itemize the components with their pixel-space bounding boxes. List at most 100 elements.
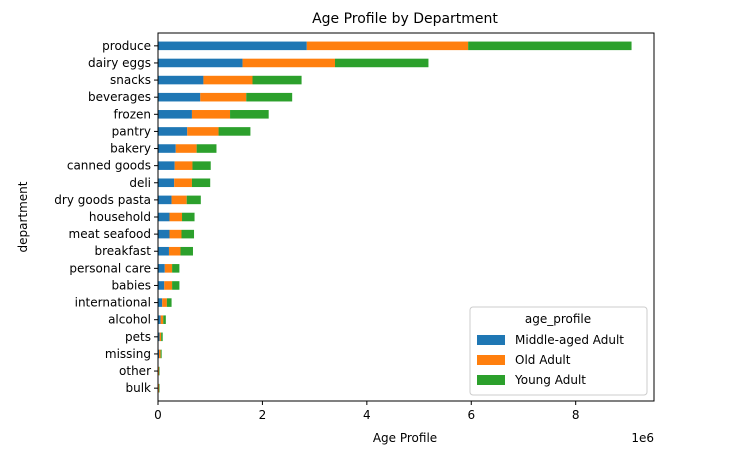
bar-beverages-series-0 [158, 92, 201, 102]
bar-alcohol-series-1 [160, 315, 164, 324]
bar-household-series-2 [182, 212, 195, 222]
legend-entry-label: Young Adult [514, 373, 586, 387]
bars-group [158, 41, 632, 393]
bar-household-series-0 [158, 212, 170, 222]
bar-alcohol-series-2 [163, 315, 166, 324]
bar-frozen-series-2 [230, 110, 269, 119]
bar-canned-goods-series-2 [192, 161, 211, 170]
legend-swatch [477, 335, 505, 345]
bar-deli-series-1 [174, 178, 192, 188]
bar-pantry-series-0 [158, 127, 188, 136]
bar-beverages-series-1 [200, 92, 247, 102]
y-tick-label: pantry [112, 124, 151, 138]
y-tick-label: breakfast [94, 244, 151, 258]
x-tick-label: 4 [363, 408, 371, 422]
bar-deli-series-2 [191, 178, 211, 188]
bar-international-series-1 [162, 298, 167, 307]
bar-bulk-series-1 [158, 383, 160, 393]
bar-meat-seafood-series-2 [181, 229, 195, 239]
legend: age_profile Middle-aged Adult Old Adult Yo… [469, 306, 648, 396]
bar-missing-series-2 [160, 349, 162, 359]
bar-produce-series-0 [158, 41, 307, 51]
x-tick-label: 6 [467, 408, 475, 422]
bar-household-series-1 [169, 212, 183, 222]
bar-dairy-eggs-series-1 [242, 58, 335, 68]
bar-beverages-series-2 [246, 92, 293, 102]
bar-personal-care-series-2 [172, 264, 180, 273]
bar-pantry-series-1 [187, 127, 219, 136]
bar-canned-goods-series-0 [158, 161, 175, 170]
y-tick-label: snacks [110, 73, 151, 87]
bar-pets-series-1 [159, 332, 162, 342]
y-tick-label: other [119, 364, 151, 378]
legend-title: age_profile [525, 312, 591, 326]
bar-canned-goods-series-1 [174, 161, 193, 170]
y-tick-label: produce [102, 39, 151, 53]
bar-alcohol-series-0 [158, 315, 161, 324]
x-tick-label: 8 [572, 408, 580, 422]
y-tick-label: canned goods [67, 159, 151, 173]
chart-title: Age Profile by Department [312, 11, 498, 27]
bar-produce-series-2 [468, 41, 632, 51]
y-tick-label: dry goods pasta [54, 193, 151, 207]
y-tick-label: alcohol [108, 313, 151, 327]
bar-bulk-series-2 [159, 383, 160, 393]
bar-dry-goods-pasta-series-0 [158, 195, 172, 205]
y-tick-label: babies [111, 278, 151, 292]
bar-breakfast-series-1 [168, 246, 181, 256]
bar-snacks-series-0 [158, 75, 204, 85]
bar-bakery-series-1 [175, 144, 197, 153]
bar-pantry-series-2 [218, 127, 251, 136]
y-tick-label: meat seafood [69, 227, 151, 241]
legend-swatch [477, 375, 505, 385]
bar-babies-series-2 [172, 281, 180, 290]
bar-breakfast-series-2 [180, 246, 193, 256]
bar-personal-care-series-0 [158, 264, 165, 273]
bar-breakfast-series-0 [158, 246, 169, 256]
bar-bakery-series-0 [158, 144, 176, 153]
x-offset-label: 1e6 [631, 431, 654, 445]
bar-international-series-2 [166, 298, 172, 307]
x-axis-label: Age Profile [373, 431, 437, 445]
bar-other-series-2 [159, 366, 160, 376]
bar-snacks-series-1 [203, 75, 253, 85]
x-tick-label: 2 [259, 408, 267, 422]
y-tick-label: beverages [88, 90, 151, 104]
x-tick-label: 0 [154, 408, 162, 422]
y-tick-label: frozen [113, 107, 151, 121]
bar-meat-seafood-series-1 [169, 229, 182, 239]
legend-swatch [477, 355, 505, 365]
y-ticks: produce dairy eggs snacks beverages frozen pa… [54, 39, 158, 395]
bar-produce-series-1 [306, 41, 469, 51]
bar-frozen-series-0 [158, 110, 192, 119]
legend-frame [469, 306, 648, 396]
bar-dairy-eggs-series-2 [334, 58, 429, 68]
bar-other-series-1 [158, 366, 160, 376]
bar-missing-series-0 [158, 349, 160, 359]
y-tick-label: bakery [110, 142, 151, 156]
bar-missing-series-1 [159, 349, 161, 359]
x-ticks: 0 2 4 6 8 [154, 401, 580, 422]
bar-babies-series-1 [164, 281, 173, 290]
bar-snacks-series-2 [252, 75, 302, 85]
legend-entry-label: Old Adult [515, 353, 571, 367]
bar-frozen-series-1 [191, 110, 231, 119]
bar-meat-seafood-series-0 [158, 229, 170, 239]
y-tick-label: pets [125, 330, 151, 344]
bar-dairy-eggs-series-0 [158, 58, 243, 68]
bar-pets-series-2 [161, 332, 163, 342]
bar-pets-series-0 [158, 332, 160, 342]
y-tick-label: personal care [69, 261, 151, 275]
y-tick-label: household [89, 210, 151, 224]
bar-personal-care-series-1 [164, 264, 173, 273]
y-tick-label: missing [105, 347, 151, 361]
y-axis-label: department [16, 181, 30, 252]
legend-entry-label: Middle-aged Adult [515, 333, 624, 347]
y-tick-label: deli [129, 176, 151, 190]
y-tick-label: international [75, 296, 151, 310]
bar-international-series-0 [158, 298, 163, 307]
bar-deli-series-0 [158, 178, 175, 188]
y-tick-label: bulk [125, 381, 151, 395]
y-tick-label: dairy eggs [88, 56, 151, 70]
